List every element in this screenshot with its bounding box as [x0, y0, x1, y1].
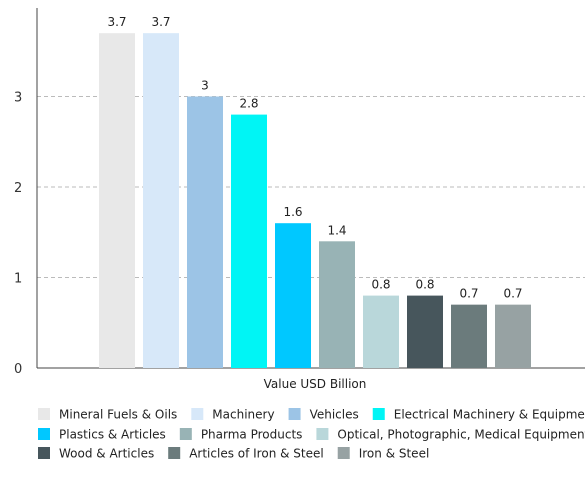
bar-articles-of-iron-steel: [451, 304, 487, 368]
bar-pharma-products: [319, 241, 355, 368]
bar-electrical-machinery-equipment: [231, 114, 267, 368]
bar-vehicles: [187, 96, 223, 368]
legend: Mineral Fuels & Oils Machinery Vehicles Ele…: [38, 408, 585, 461]
legend-swatch: [168, 447, 181, 459]
data-label: 3.7: [151, 15, 170, 29]
legend-label: Pharma Products: [201, 428, 303, 442]
bar-mineral-fuels-oils: [99, 33, 135, 369]
data-label: 0.8: [415, 278, 434, 292]
legend-swatch: [288, 408, 301, 420]
bar-wood-articles: [407, 295, 443, 368]
legend-label: Mineral Fuels & Oils: [59, 408, 177, 422]
legend-swatch: [38, 408, 50, 420]
legend-label: Wood & Articles: [59, 447, 154, 461]
legend-swatch: [38, 428, 50, 440]
legend-swatch: [38, 447, 50, 459]
y-tick-label: 1: [14, 272, 22, 287]
data-label: 2.8: [239, 97, 258, 111]
y-tick-label: 0: [14, 362, 22, 377]
y-tick-label: 3: [14, 91, 22, 106]
data-label: 0.7: [503, 287, 522, 301]
legend-label: Machinery: [212, 408, 274, 422]
data-label: 0.8: [371, 278, 390, 292]
data-label: 1.4: [327, 223, 346, 237]
bars: [99, 33, 531, 369]
legend-swatch: [372, 408, 385, 420]
data-label: 0.7: [459, 287, 478, 301]
data-label: 1.6: [283, 205, 302, 219]
data-label: 3: [201, 79, 209, 93]
legend-label: Plastics & Articles: [59, 428, 166, 442]
bar-machinery: [143, 33, 179, 369]
legend-label: Articles of Iron & Steel: [189, 447, 324, 461]
legend-swatch: [337, 447, 350, 459]
bar-plastics-articles: [275, 223, 311, 368]
legend-label: Iron & Steel: [359, 447, 430, 461]
bar-optical-photographic-medical-equipment: [363, 295, 399, 368]
legend-swatch: [191, 408, 204, 420]
data-label: 3.7: [107, 15, 126, 29]
y-tick-label: 2: [14, 181, 22, 196]
legend-swatch: [316, 428, 329, 440]
legend-swatch: [179, 428, 192, 440]
legend-label: Electrical Machinery & Equipment: [394, 408, 585, 422]
x-axis-title: Value USD Billion: [264, 377, 367, 391]
bar-iron-steel: [495, 304, 531, 368]
legend-label: Vehicles: [310, 408, 359, 422]
data-labels: 3.7 3.7 3 2.8 1.6 1.4 0.8 0.8 0.7 0.7: [107, 15, 522, 301]
legend-label: Optical, Photographic, Medical Equipment: [337, 428, 585, 442]
